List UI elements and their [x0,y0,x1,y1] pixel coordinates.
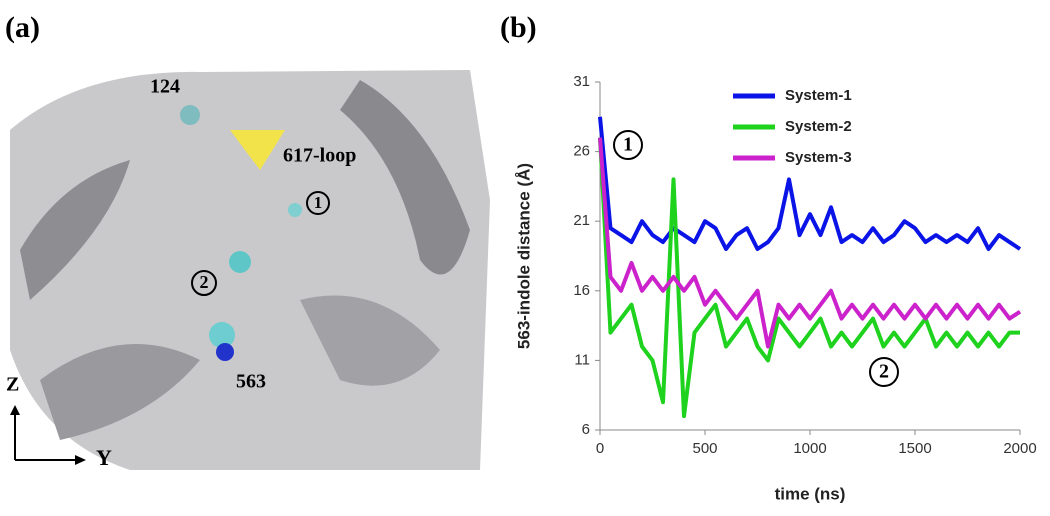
series-line [598,137,1022,349]
x-tick-label: 2000 [1003,440,1036,457]
residue-atoms [209,322,235,348]
residue-label: 563 [236,371,266,393]
annotation: 2 [879,361,889,383]
indole-site [229,251,251,273]
x-tick-label: 1500 [898,440,931,457]
arrow-head [10,405,20,415]
residue-atoms [180,105,200,125]
legend-label: System-2 [785,118,852,135]
annotation-circle [869,357,899,387]
loop-ribbon [230,130,285,170]
residue-atoms [216,343,234,361]
legend-label: System-3 [785,149,852,166]
residue-label: 124 [150,76,180,98]
axis-name: Y [96,445,112,470]
indole-site [288,203,302,217]
panel-label: (b) [500,11,537,44]
molecule-panel: (a) 124 617-loop 1 2 563 Z Y [5,11,490,470]
loop-label: 617-loop [283,145,356,167]
series-line [598,116,1022,251]
site-label: 2 [200,272,209,292]
site-circle [191,270,217,296]
legend-label: System-1 [785,87,852,104]
ribbon [40,344,200,440]
annotation: 1 [623,134,633,156]
y-axis-label: 563-indole distance (Å) [514,163,533,349]
y-tick-label: 6 [582,421,590,438]
panel-label: (a) [5,11,40,44]
line-chart: (b) time (ns) 563-indole distance (Å) 6 1… [500,11,1037,504]
x-tick-label: 0 [596,440,604,457]
y-tick-label: 11 [574,351,590,368]
series-line [598,137,1020,419]
x-axis-label: time (ns) [775,484,846,503]
x-tick-label: 500 [692,440,717,457]
arrow-head [75,455,86,465]
y-tick-label: 26 [573,143,590,160]
ribbon [20,160,130,300]
site-circle [306,191,330,215]
y-tick-label: 31 [573,73,590,90]
x-tick-label: 1000 [793,440,826,457]
ribbon [300,295,440,386]
y-tick-label: 21 [573,212,590,229]
ribbon [340,80,470,275]
axis-name: Z [6,374,19,396]
site-label: 1 [314,193,323,212]
y-tick-label: 16 [573,282,590,299]
annotation-circle [613,130,643,160]
